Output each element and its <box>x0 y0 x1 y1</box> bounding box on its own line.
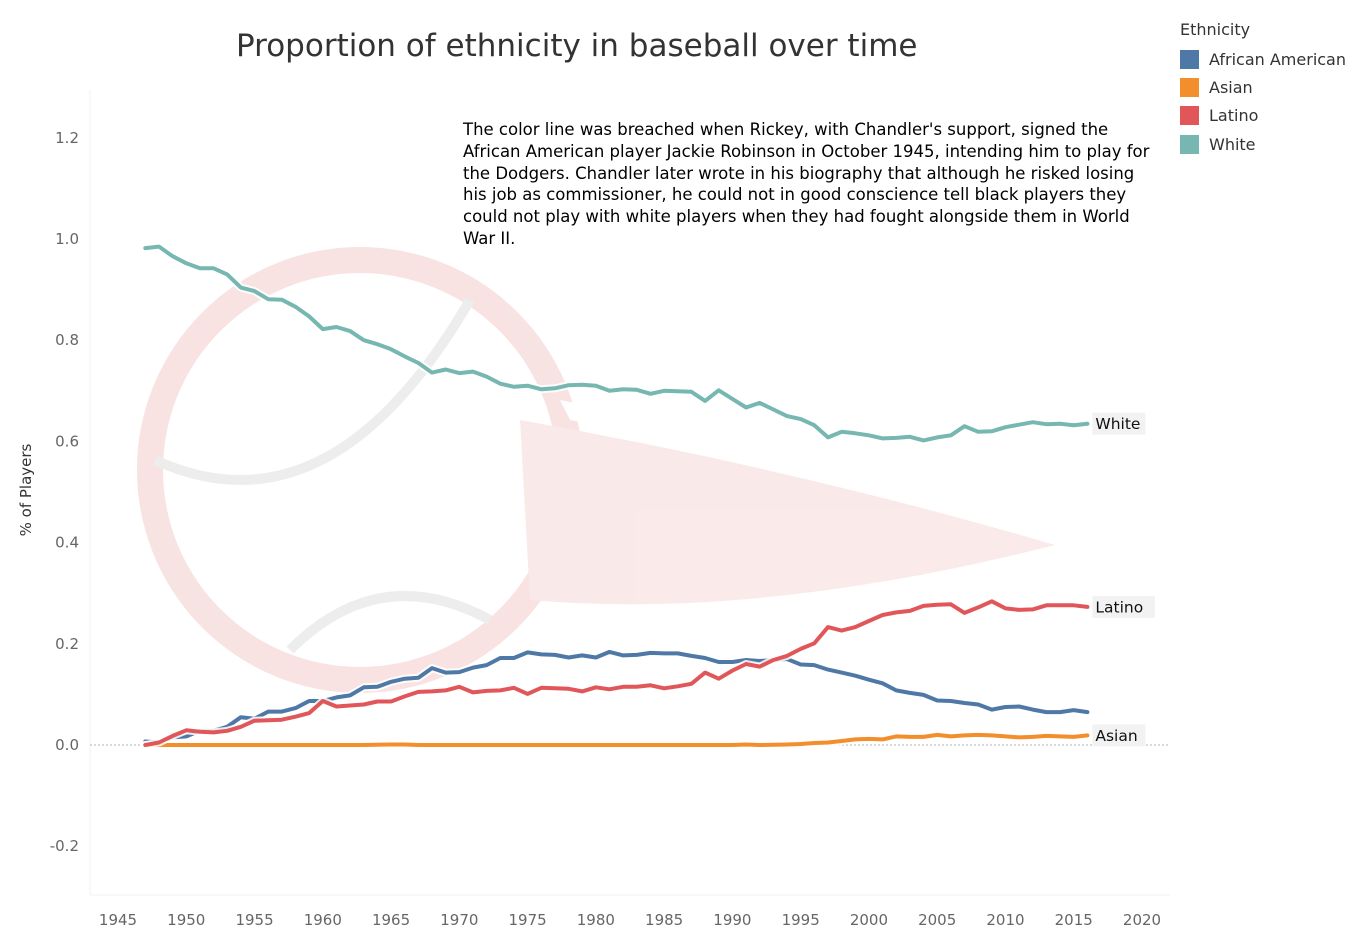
x-tick-label: 1995 <box>782 911 820 929</box>
legend-swatch <box>1180 134 1199 154</box>
legend-swatch <box>1180 49 1199 69</box>
legend[interactable]: Ethnicity African American Asian Latino Whi… <box>1180 20 1346 159</box>
x-tick-label: 1975 <box>509 911 547 929</box>
white-end-label-bg <box>1092 412 1146 435</box>
x-tick-label: 1960 <box>304 911 342 929</box>
y-tick-label: 0.8 <box>55 331 79 349</box>
x-tick-label: 1980 <box>577 911 615 929</box>
x-tick-label: 2015 <box>1055 911 1093 929</box>
latino-end-label-bg <box>1092 595 1155 618</box>
asian-end-label-bg <box>1092 724 1146 747</box>
legend-item-white[interactable]: White <box>1180 130 1346 158</box>
legend-label: Latino <box>1209 106 1259 126</box>
x-tick-label: 2010 <box>986 911 1024 929</box>
y-tick-label: 0.0 <box>55 736 79 754</box>
x-tick-label: 1950 <box>167 911 205 929</box>
y-tick-label: 1.0 <box>55 230 79 248</box>
legend-label: African American <box>1209 49 1346 69</box>
y-tick-label: 1.2 <box>55 129 79 147</box>
legend-item-african-american[interactable]: African American <box>1180 45 1346 73</box>
y-axis-label: % of Players <box>17 443 35 536</box>
x-tick-label: 1955 <box>235 911 273 929</box>
x-tick-label: 2020 <box>1123 911 1161 929</box>
x-tick-label: 1985 <box>645 911 683 929</box>
latino-end-label: Latino <box>1095 598 1143 616</box>
y-tick-label: 0.6 <box>55 432 79 450</box>
x-tick-label: 1945 <box>99 911 137 929</box>
legend-title: Ethnicity <box>1180 20 1251 39</box>
x-tick-label: 2005 <box>918 911 956 929</box>
y-tick-label: 0.2 <box>55 635 79 653</box>
baseball-watermark <box>137 247 1055 693</box>
latino-line[interactable] <box>143 599 1090 747</box>
legend-item-asian[interactable]: Asian <box>1180 73 1346 101</box>
white-line[interactable] <box>143 244 1090 443</box>
y-tick-label: -0.2 <box>50 837 79 855</box>
y-tick-label: 0.4 <box>55 534 79 552</box>
legend-swatch <box>1180 106 1199 126</box>
x-tick-label: 1970 <box>440 911 478 929</box>
asian-end-label: Asian <box>1095 727 1137 745</box>
white-end-label: White <box>1095 415 1140 433</box>
african-american-line[interactable] <box>143 649 1090 745</box>
annotation-text: The color line was breached when Rickey,… <box>463 120 1150 248</box>
x-tick-label: 1990 <box>713 911 751 929</box>
legend-label: White <box>1209 134 1256 154</box>
legend-swatch <box>1180 78 1199 98</box>
legend-label: Asian <box>1209 78 1253 98</box>
legend-item-latino[interactable]: Latino <box>1180 102 1346 130</box>
chart-title: Proportion of ethnicity in baseball over… <box>236 28 918 64</box>
x-tick-label: 1965 <box>372 911 410 929</box>
x-tick-label: 2000 <box>850 911 888 929</box>
asian-line[interactable] <box>143 732 1090 747</box>
